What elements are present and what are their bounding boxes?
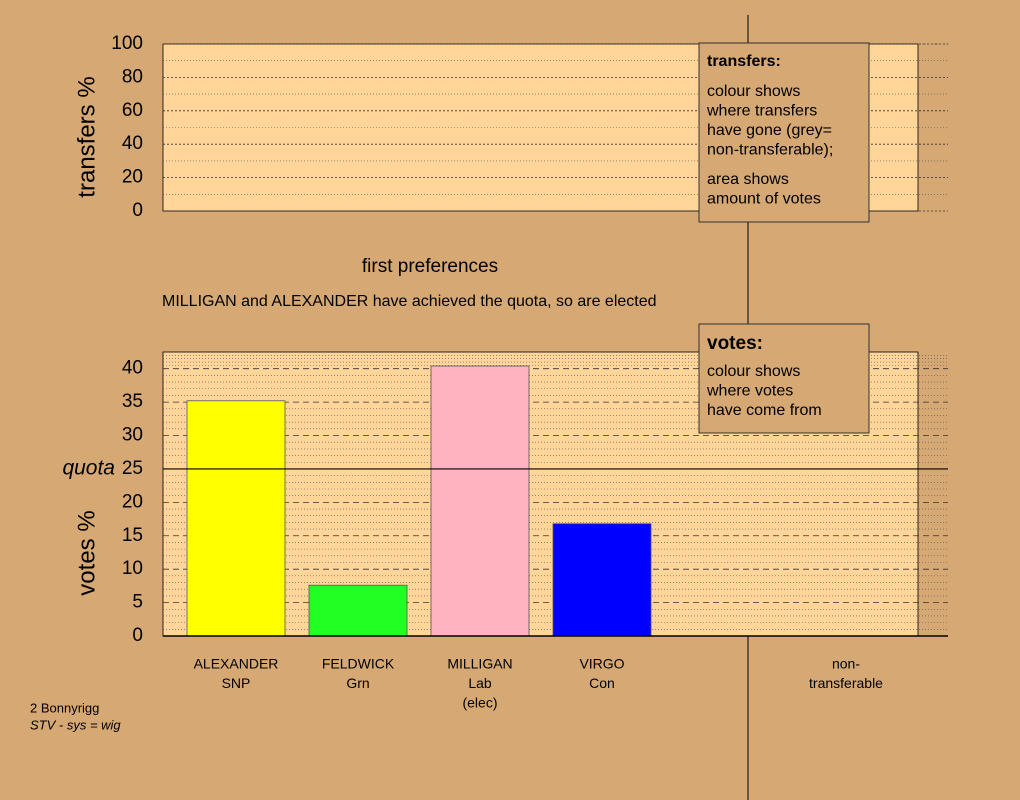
legend-text: amount of votes xyxy=(707,191,821,208)
y-tick-label: 80 xyxy=(122,66,143,87)
x-tick-label: ALEXANDER xyxy=(194,656,279,672)
x-tick-label: (elec) xyxy=(462,695,497,711)
y-axis-label: votes % xyxy=(73,510,100,595)
legend-text: colour shows xyxy=(707,363,800,380)
legend-text: where transfers xyxy=(706,103,817,120)
y-tick-label: 20 xyxy=(122,167,143,188)
legend-text: area shows xyxy=(707,171,789,188)
y-tick-label: 30 xyxy=(122,425,143,446)
y-axis-label: transfers % xyxy=(73,76,100,197)
y-tick-label: 35 xyxy=(122,391,143,412)
x-tick-label: Con xyxy=(589,675,615,691)
x-tick-label: FELDWICK xyxy=(322,656,395,672)
y-tick-label: 60 xyxy=(122,100,143,121)
legend-title: transfers: xyxy=(707,53,781,70)
x-tick-label: Grn xyxy=(346,675,369,691)
x-tick-label: non- xyxy=(832,656,860,672)
y-tick-label: 40 xyxy=(122,358,143,379)
x-tick-label: Lab xyxy=(468,675,492,691)
y-tick-label: 10 xyxy=(122,558,143,579)
x-tick-label: VIRGO xyxy=(579,656,624,672)
legend-text: non-transferable); xyxy=(707,142,833,159)
x-tick-label: MILLIGAN xyxy=(447,656,512,672)
legend-text: where votes xyxy=(706,383,793,400)
bar xyxy=(186,400,286,637)
y-tick-label: 25 xyxy=(122,458,143,479)
legend-text: have gone (grey= xyxy=(707,122,832,139)
bar xyxy=(308,584,408,637)
y-tick-label: 20 xyxy=(122,491,143,512)
x-tick-label: SNP xyxy=(222,675,251,691)
legend-box xyxy=(698,323,870,434)
bar xyxy=(430,365,530,637)
chart-subtitle: MILLIGAN and ALEXANDER have achieved the… xyxy=(162,293,657,310)
legend-text: have come from xyxy=(707,402,822,419)
y-tick-label: 0 xyxy=(132,625,143,646)
y-tick-label: 100 xyxy=(111,33,143,54)
y-tick-label: 5 xyxy=(132,592,143,613)
chart-title: first preferences xyxy=(362,256,498,277)
footer-line: STV - sys = wig xyxy=(30,717,121,732)
footer-line: 2 Bonnyrigg xyxy=(30,700,99,715)
legend-title: votes: xyxy=(707,333,763,354)
y-tick-label: 15 xyxy=(122,525,143,546)
y-tick-label: 0 xyxy=(132,200,143,221)
x-tick-label: transferable xyxy=(809,675,883,691)
legend-text: colour shows xyxy=(707,83,800,100)
bar xyxy=(552,523,652,637)
legend-box xyxy=(698,42,870,223)
y-tick-label: 40 xyxy=(122,133,143,154)
quota-label: quota xyxy=(62,456,115,479)
